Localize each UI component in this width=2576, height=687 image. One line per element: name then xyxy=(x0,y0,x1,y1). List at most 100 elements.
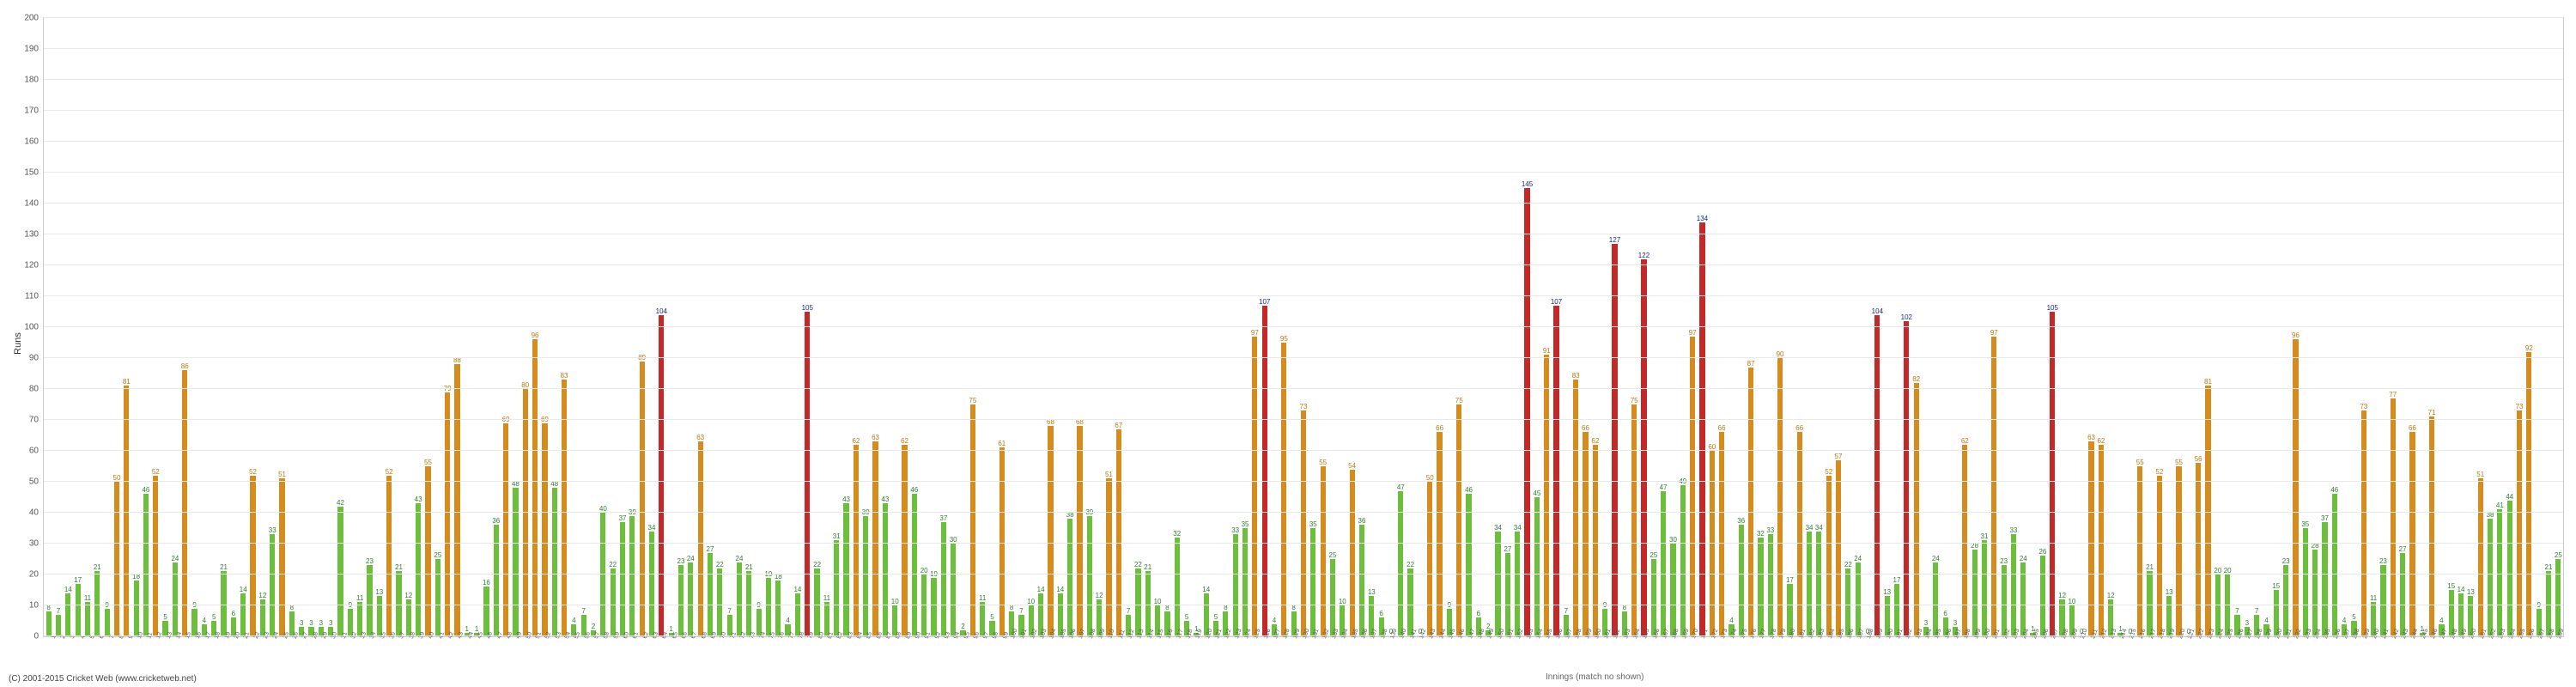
bar: 477 xyxy=(785,624,790,636)
bar: 4387 xyxy=(883,503,888,636)
bar-value-label: 23 xyxy=(2282,558,2290,565)
bar: 30168 xyxy=(1670,544,1675,636)
bar-value-label: 14 xyxy=(1056,587,1064,593)
bar-value-label: 14 xyxy=(240,587,247,593)
bar: 62212 xyxy=(2099,445,2104,636)
bar-value-label: 13 xyxy=(375,589,383,596)
bar: 33203 xyxy=(2011,534,2016,636)
bar-value-label: 17 xyxy=(1786,577,1794,584)
bar: 2769 xyxy=(708,553,713,636)
bar: 26206 xyxy=(2040,556,2045,636)
bar-value-label: 55 xyxy=(2136,459,2144,466)
bar: 9257 xyxy=(2537,609,2542,636)
bar-value-label: 104 xyxy=(1872,308,1883,315)
bar: 1478 xyxy=(795,593,800,636)
bar: 11240 xyxy=(2371,602,2376,636)
bar: 35233 xyxy=(2303,528,2308,636)
bar: 17191 xyxy=(1894,584,1899,636)
bar-value-label: 7 xyxy=(57,608,60,615)
bar: 5236 xyxy=(386,476,392,636)
bar-value-label: 4 xyxy=(1273,617,1276,624)
bar: 2270 xyxy=(717,568,722,636)
bar: 34152 xyxy=(1515,532,1520,636)
bar: 145153 xyxy=(1524,188,1529,636)
bar-value-label: 22 xyxy=(813,562,821,568)
bar-value-label: 8 xyxy=(290,605,294,611)
bar: 25166 xyxy=(1651,559,1656,636)
bar-value-label: 32 xyxy=(1173,531,1181,538)
bar-value-label: 24 xyxy=(1854,556,1862,562)
ytick-label: 140 xyxy=(24,199,44,209)
bar-value-label: 43 xyxy=(842,496,850,503)
bar-value-label: 41 xyxy=(2496,502,2504,509)
bar-value-label: 55 xyxy=(1319,459,1327,466)
bar-value-label: 35 xyxy=(1242,521,1249,528)
bar-value-label: 12 xyxy=(404,593,412,599)
bar: 10102 xyxy=(1029,605,1034,636)
bar-value-label: 31 xyxy=(1981,533,1989,540)
bar: 8100 xyxy=(1009,611,1014,636)
bar-value-label: 97 xyxy=(1251,330,1259,337)
bar-value-label: 4 xyxy=(203,617,206,624)
bar: 5238 xyxy=(2351,621,2356,636)
bar-value-label: 7 xyxy=(581,608,585,615)
bar-value-label: 5 xyxy=(1214,614,1218,621)
bar: 7596 xyxy=(970,404,975,636)
bar: 8050 xyxy=(523,389,528,636)
bar-value-label: 43 xyxy=(881,496,889,503)
bar-value-label: 18 xyxy=(775,574,782,581)
bar: 107126 xyxy=(1262,306,1267,636)
bar: 7112 xyxy=(1126,615,1131,636)
bar-value-label: 105 xyxy=(2047,305,2058,312)
bar-value-label: 63 xyxy=(872,435,879,441)
bar-value-label: 11 xyxy=(979,595,986,602)
bar-value-label: 62 xyxy=(1591,438,1599,445)
bar: 3961 xyxy=(629,516,635,636)
bar-value-label: 27 xyxy=(1504,546,1511,553)
bar: 36136 xyxy=(1359,525,1364,636)
bar: 13137 xyxy=(1369,596,1374,636)
bar: 46236 xyxy=(2332,494,2337,636)
bar: 598 xyxy=(989,621,994,636)
bar: 15248 xyxy=(2449,590,2454,636)
bar-value-label: 4 xyxy=(2439,617,2443,624)
bar-value-label: 8 xyxy=(1165,605,1169,611)
bar-value-label: 62 xyxy=(852,438,860,445)
bar-value-label: 83 xyxy=(1572,373,1580,380)
bar-value-label: 37 xyxy=(939,515,947,522)
gridline xyxy=(44,110,2563,111)
bar-value-label: 68 xyxy=(1076,419,1084,426)
bar: 96232 xyxy=(2293,339,2298,636)
bar-value-label: 38 xyxy=(1066,512,1074,519)
bar-value-label: 82 xyxy=(1912,376,1920,383)
bar: 95128 xyxy=(1281,343,1286,636)
bar-value-label: 63 xyxy=(696,435,704,441)
bar: 97 xyxy=(105,609,110,636)
bar-value-label: 23 xyxy=(366,558,374,565)
bar-value-label: 122 xyxy=(1638,252,1649,259)
bar-value-label: 48 xyxy=(512,481,519,488)
bar-value-label: 81 xyxy=(2204,379,2212,386)
bar-value-label: 83 xyxy=(561,373,568,380)
bar-value-label: 66 xyxy=(1582,425,1589,432)
bar-value-label: 77 xyxy=(2389,392,2397,398)
bar-value-label: 17 xyxy=(1893,577,1901,584)
bar-value-label: 11 xyxy=(84,595,91,602)
ytick-label: 180 xyxy=(24,76,44,85)
bar-value-label: 11 xyxy=(356,595,363,602)
bar-value-label: 26 xyxy=(2038,549,2046,556)
bar: 8163 xyxy=(1622,611,1627,636)
bar: 73130 xyxy=(1301,410,1306,636)
bar: 974 xyxy=(756,609,762,636)
bar-value-label: 5 xyxy=(163,614,167,621)
bar-value-label: 47 xyxy=(1397,484,1405,491)
bar: 455 xyxy=(571,624,576,636)
bar: 52218 xyxy=(2157,476,2162,636)
bar: 1133 xyxy=(357,602,362,636)
bar: 3793 xyxy=(941,522,946,636)
bar: 32117 xyxy=(1175,538,1180,636)
bar: 3324 xyxy=(270,534,275,636)
bar: 417 xyxy=(202,624,207,636)
ytick-label: 80 xyxy=(29,385,44,394)
bar-value-label: 25 xyxy=(1649,552,1657,559)
